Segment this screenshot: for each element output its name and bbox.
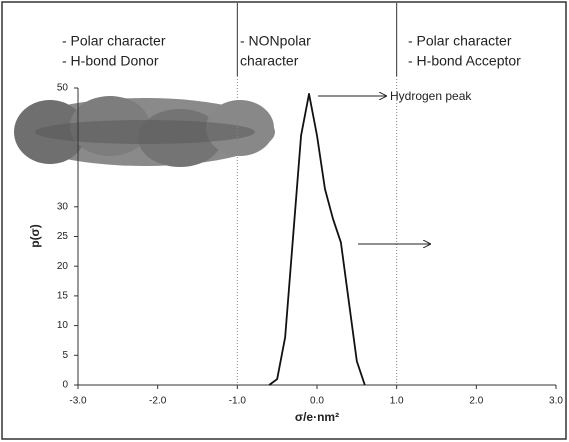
y-tick-label: 10 (57, 320, 69, 331)
x-tick-label: -3.0 (69, 396, 87, 407)
x-axis-label: σ/e·nm² (295, 410, 339, 424)
y-tick-label: 25 (57, 231, 69, 242)
y-tick-label: 20 (57, 261, 69, 272)
region-label: - H-bond Acceptor (408, 53, 521, 69)
region-label: - Polar character (408, 33, 512, 49)
region-label: - NONpolar (240, 33, 311, 49)
y-tick-label: 0 (62, 380, 68, 391)
region-label: - H-bond Donor (62, 53, 159, 69)
y-tick-label: 15 (57, 291, 69, 302)
region-label: character (240, 53, 299, 69)
x-tick-label: -2.0 (149, 396, 167, 407)
y-tick-label: 30 (57, 201, 69, 212)
y-tick-label: 5 (62, 350, 68, 361)
annotation: Hydrogen peak (390, 89, 472, 103)
y-tick-label: 50 (57, 83, 69, 94)
x-tick-label: 1.0 (390, 396, 404, 407)
region-label: - Polar character (62, 33, 166, 49)
x-tick-label: -1.0 (229, 396, 247, 407)
x-tick-label: 3.0 (549, 396, 563, 407)
x-tick-label: 2.0 (469, 396, 483, 407)
x-tick-label: 0.0 (310, 396, 324, 407)
y-axis-label: p(σ) (28, 224, 42, 248)
curve (268, 93, 366, 386)
molecule (14, 96, 275, 167)
